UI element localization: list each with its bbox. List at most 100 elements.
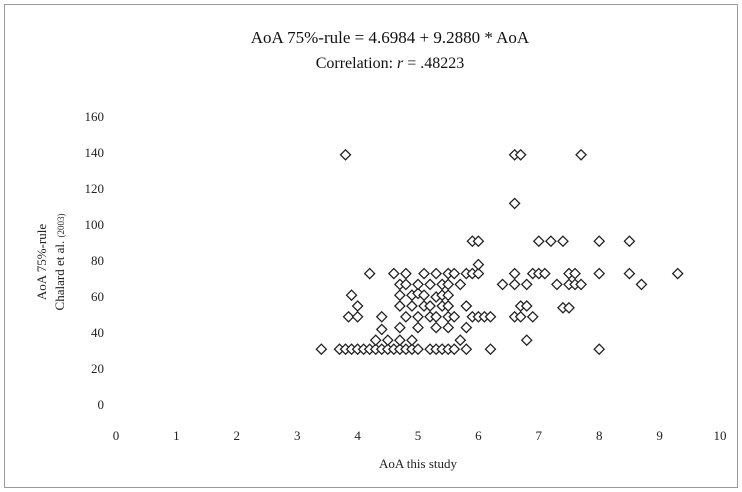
data-point bbox=[393, 321, 406, 334]
data-point bbox=[442, 289, 455, 302]
x-tick-label: 8 bbox=[596, 428, 603, 443]
data-point bbox=[351, 310, 364, 323]
subtitle-prefix: Correlation: bbox=[316, 55, 397, 72]
y-axis-label-source: Chalard et al. bbox=[52, 238, 67, 311]
data-point bbox=[442, 300, 455, 312]
y-tick-labels: 0 20 40 60 80 100 120 140 160 bbox=[85, 109, 105, 412]
x-tick-label: 0 bbox=[113, 428, 120, 443]
x-tick-label: 3 bbox=[294, 428, 301, 443]
data-point bbox=[472, 258, 485, 271]
subtitle-suffix: = .48223 bbox=[403, 55, 464, 72]
data-point bbox=[671, 267, 684, 280]
data-point bbox=[484, 310, 497, 323]
data-point bbox=[532, 235, 545, 248]
data-point bbox=[345, 289, 358, 302]
data-point bbox=[520, 334, 533, 347]
data-point bbox=[508, 267, 521, 280]
data-point bbox=[593, 267, 606, 280]
data-point bbox=[387, 267, 400, 280]
data-point bbox=[424, 278, 436, 291]
data-point bbox=[400, 278, 412, 291]
data-point bbox=[575, 148, 587, 161]
data-point bbox=[551, 278, 563, 291]
data-point bbox=[563, 301, 575, 314]
y-tick-label: 40 bbox=[91, 325, 104, 340]
y-tick-label: 20 bbox=[91, 361, 104, 376]
data-point bbox=[418, 267, 430, 280]
data-point bbox=[315, 343, 328, 356]
y-tick-label: 100 bbox=[85, 217, 105, 232]
data-point bbox=[351, 300, 364, 312]
data-point bbox=[430, 321, 443, 334]
data-point bbox=[454, 278, 467, 291]
data-point bbox=[448, 310, 461, 323]
data-point bbox=[369, 334, 382, 347]
data-point bbox=[448, 343, 461, 356]
y-axis-label-line1: AoA 75%-rule bbox=[34, 224, 49, 300]
data-point bbox=[460, 321, 473, 334]
data-point bbox=[342, 310, 355, 323]
data-point bbox=[496, 278, 509, 291]
data-point bbox=[623, 235, 636, 248]
data-point bbox=[520, 278, 533, 291]
data-point bbox=[393, 334, 406, 347]
data-point bbox=[442, 321, 455, 334]
data-point bbox=[400, 310, 412, 323]
data-point bbox=[375, 323, 388, 336]
y-tick-label: 0 bbox=[98, 397, 105, 412]
data-point bbox=[472, 235, 485, 248]
data-point bbox=[520, 300, 533, 312]
data-point bbox=[544, 235, 557, 248]
data-point bbox=[400, 267, 412, 280]
data-point bbox=[363, 267, 376, 280]
data-point bbox=[412, 278, 424, 291]
data-point bbox=[430, 310, 443, 323]
x-tick-label: 1 bbox=[173, 428, 180, 443]
data-point bbox=[442, 278, 455, 291]
x-axis-label: AoA this study bbox=[379, 456, 458, 471]
x-tick-label: 10 bbox=[714, 428, 727, 443]
data-point bbox=[593, 235, 606, 248]
y-tick-label: 120 bbox=[85, 181, 105, 196]
data-point bbox=[508, 278, 521, 291]
y-tick-label: 140 bbox=[85, 145, 105, 160]
data-point bbox=[514, 148, 527, 161]
y-tick-label: 160 bbox=[85, 109, 105, 124]
data-point bbox=[460, 300, 473, 312]
y-axis-label-line2: Chalard et al. (2003) bbox=[52, 214, 67, 311]
data-point bbox=[375, 310, 388, 323]
chart-frame bbox=[4, 4, 738, 488]
x-tick-label: 5 bbox=[415, 428, 422, 443]
data-point bbox=[593, 343, 606, 356]
data-point bbox=[430, 267, 443, 280]
x-tick-label: 7 bbox=[536, 428, 543, 443]
y-tick-label: 80 bbox=[91, 253, 104, 268]
y-axis-label-year: (2003) bbox=[56, 214, 66, 238]
data-point bbox=[412, 310, 424, 323]
x-tick-label: 2 bbox=[234, 428, 241, 443]
data-point bbox=[381, 334, 394, 347]
data-point bbox=[460, 343, 473, 356]
data-points bbox=[315, 148, 684, 356]
data-point bbox=[514, 310, 527, 323]
data-point bbox=[393, 300, 406, 312]
subtitle-r: r bbox=[397, 55, 404, 72]
data-point bbox=[418, 289, 430, 302]
data-point bbox=[569, 267, 581, 280]
x-tick-label: 4 bbox=[354, 428, 361, 443]
data-point bbox=[526, 310, 539, 323]
data-point bbox=[508, 197, 521, 210]
chart-title: AoA 75%-rule = 4.6984 + 9.2880 * AoA bbox=[251, 28, 530, 47]
data-point bbox=[575, 278, 587, 291]
data-point bbox=[623, 267, 636, 280]
data-point bbox=[406, 300, 418, 312]
data-point bbox=[484, 343, 497, 356]
data-point bbox=[538, 267, 551, 280]
y-tick-label: 60 bbox=[91, 289, 104, 304]
x-tick-label: 9 bbox=[656, 428, 663, 443]
data-point bbox=[339, 148, 352, 161]
data-point bbox=[448, 267, 461, 280]
data-point bbox=[393, 289, 406, 302]
data-point bbox=[635, 278, 648, 291]
